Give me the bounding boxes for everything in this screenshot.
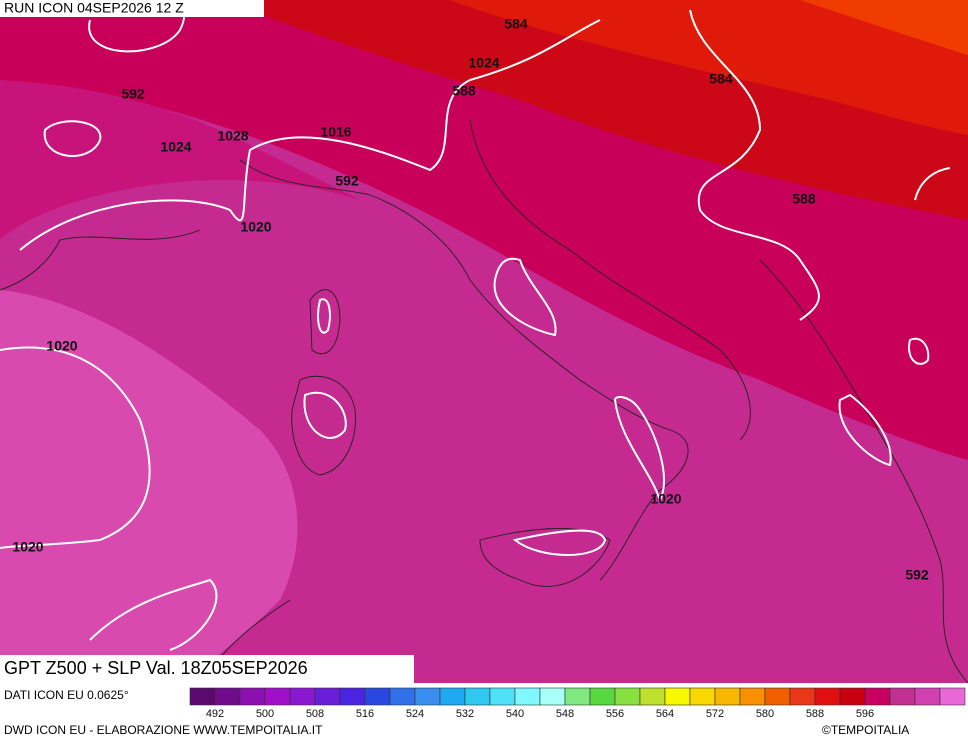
color-swatch — [289, 687, 316, 706]
contour-label: 584 — [709, 71, 733, 87]
color-swatch — [639, 687, 666, 706]
color-swatch — [389, 687, 416, 706]
colorbar-tick-label: 508 — [306, 708, 324, 720]
color-swatch — [189, 687, 216, 706]
color-swatch — [864, 687, 891, 706]
colorbar-tick-label: 492 — [206, 708, 224, 720]
colorbar-tick-label: 580 — [756, 708, 774, 720]
color-swatch — [514, 687, 541, 706]
colorbar-tick-label: 532 — [456, 708, 474, 720]
band-576 — [800, 0, 968, 55]
contour-label: 1020 — [46, 338, 77, 354]
contour-label: 588 — [452, 83, 476, 99]
contour-label: 1024 — [160, 139, 191, 155]
color-swatch — [264, 687, 291, 706]
colorbar-tick-label: 572 — [706, 708, 724, 720]
contour-label: 592 — [905, 567, 929, 583]
color-swatch — [314, 687, 341, 706]
band-580 — [450, 0, 968, 135]
color-swatch — [539, 687, 566, 706]
colorbar-tick-label: 540 — [506, 708, 524, 720]
isobars — [0, 0, 951, 651]
color-swatch — [789, 687, 816, 706]
run-box — [0, 0, 264, 17]
color-swatch — [239, 687, 266, 706]
colorbar-tick-label: 564 — [656, 708, 674, 720]
copyright: ©TEMPOITALIA — [822, 723, 909, 737]
contour-label: 1028 — [217, 128, 248, 144]
color-swatch — [764, 687, 791, 706]
title-box — [0, 655, 414, 683]
color-swatch — [589, 687, 616, 706]
color-swatch — [339, 687, 366, 706]
colorbar-tick-label: 556 — [606, 708, 624, 720]
contour-label: 592 — [335, 173, 359, 189]
coastlines — [0, 119, 968, 684]
run-label: RUN ICON 04SEP2026 12 Z — [4, 0, 184, 16]
color-swatch — [464, 687, 491, 706]
color-swatch — [364, 687, 391, 706]
contour-label: 1016 — [320, 124, 351, 140]
color-swatch — [839, 687, 866, 706]
contour-label: 1024 — [468, 55, 499, 71]
color-swatch — [939, 687, 966, 706]
color-swatch — [889, 687, 916, 706]
contour-label: 1020 — [650, 491, 681, 507]
color-swatch — [214, 687, 241, 706]
colorbar-tick-label: 524 — [406, 708, 424, 720]
color-swatch — [914, 687, 941, 706]
color-swatch — [439, 687, 466, 706]
colorbar-tick-label: 548 — [556, 708, 574, 720]
contour-label: 1020 — [240, 219, 271, 235]
colorbar-tick-label: 596 — [856, 708, 874, 720]
color-swatch — [564, 687, 591, 706]
colorbar: 492 500 508 516 524 532 540 548 556 564 572 580 588 5… — [189, 687, 966, 720]
color-swatch — [689, 687, 716, 706]
contour-labels: 584 584 592 1024 588 1028 1016 1024 592 588 1020 10… — [12, 16, 928, 583]
colorbar-tick-label: 500 — [256, 708, 274, 720]
color-swatch — [814, 687, 841, 706]
band-592 — [0, 0, 360, 240]
color-swatch — [739, 687, 766, 706]
contour-label: 592 — [121, 86, 145, 102]
color-swatch — [489, 687, 516, 706]
contour-label: 1020 — [12, 539, 43, 555]
colorbar-tick-label: 588 — [806, 708, 824, 720]
colorbar-tick-label: 516 — [356, 708, 374, 720]
source: DATI ICON EU 0.0625° — [4, 688, 129, 702]
color-swatch — [714, 687, 741, 706]
map-title: GPT Z500 + SLP Val. 18Z05SEP2026 — [4, 658, 308, 678]
contour-label: 588 — [792, 191, 816, 207]
color-swatch — [664, 687, 691, 706]
contour-label: 584 — [504, 16, 528, 32]
color-swatch — [414, 687, 441, 706]
color-swatch — [614, 687, 641, 706]
credit: DWD ICON EU - ELABORAZIONE WWW.TEMPOITAL… — [4, 723, 323, 737]
